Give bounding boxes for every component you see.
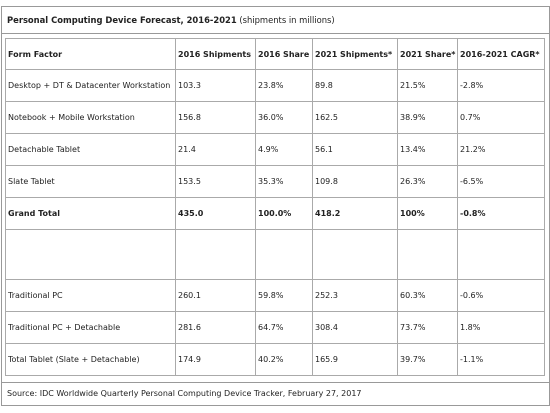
cell: 435.0 <box>175 197 256 230</box>
header-cagr: 2016-2021 CAGR* <box>457 38 545 70</box>
cell: 64.7% <box>255 311 313 344</box>
cell: 100.0% <box>255 197 313 230</box>
cell: Desktop + DT & Datacenter Workstation <box>5 69 176 102</box>
cell <box>397 229 458 280</box>
table-row: Slate Tablet 153.5 35.3% 109.8 26.3% -6.… <box>5 165 545 198</box>
cell: 21.4 <box>175 133 256 166</box>
header-row: Form Factor 2016 Shipments 2016 Share 20… <box>5 38 545 70</box>
forecast-table-container: Personal Computing Device Forecast, 2016… <box>1 6 550 406</box>
cell: 21.5% <box>397 69 458 102</box>
cell: 23.8% <box>255 69 313 102</box>
table-title-suffix: (shipments in millions) <box>236 15 335 25</box>
cell: 308.4 <box>312 311 398 344</box>
table-row: Total Tablet (Slate + Detachable) 174.9 … <box>5 343 545 376</box>
cell: 40.2% <box>255 343 313 376</box>
cell: 0.7% <box>457 101 545 134</box>
header-2021-shipments: 2021 Shipments* <box>312 38 398 70</box>
cell: 39.7% <box>397 343 458 376</box>
cell: 109.8 <box>312 165 398 198</box>
grand-total-row: Grand Total 435.0 100.0% 418.2 100% -0.8… <box>5 197 545 230</box>
cell: 174.9 <box>175 343 256 376</box>
cell: 35.3% <box>255 165 313 198</box>
cell: Slate Tablet <box>5 165 176 198</box>
cell: 162.5 <box>312 101 398 134</box>
cell: 60.3% <box>397 279 458 312</box>
cell: Notebook + Mobile Workstation <box>5 101 176 134</box>
cell: 89.8 <box>312 69 398 102</box>
cell: 100% <box>397 197 458 230</box>
cell: 56.1 <box>312 133 398 166</box>
header-form-factor: Form Factor <box>5 38 176 70</box>
cell: 153.5 <box>175 165 256 198</box>
cell: 418.2 <box>312 197 398 230</box>
table-row: Desktop + DT & Datacenter Workstation 10… <box>5 69 545 102</box>
cell: 165.9 <box>312 343 398 376</box>
cell: -6.5% <box>457 165 545 198</box>
source-note: Source: IDC Worldwide Quarterly Personal… <box>2 382 549 405</box>
table-row: Traditional PC + Detachable 281.6 64.7% … <box>5 311 545 344</box>
cell: Grand Total <box>5 197 176 230</box>
cell <box>312 229 398 280</box>
cell: 260.1 <box>175 279 256 312</box>
cell: 38.9% <box>397 101 458 134</box>
cell: 21.2% <box>457 133 545 166</box>
table-row: Notebook + Mobile Workstation 156.8 36.0… <box>5 101 545 134</box>
cell: -0.6% <box>457 279 545 312</box>
cell: 73.7% <box>397 311 458 344</box>
cell <box>5 229 176 280</box>
cell: Traditional PC + Detachable <box>5 311 176 344</box>
forecast-table: Form Factor 2016 Shipments 2016 Share 20… <box>5 38 545 376</box>
cell: -2.8% <box>457 69 545 102</box>
cell: 36.0% <box>255 101 313 134</box>
cell: Detachable Tablet <box>5 133 176 166</box>
table-row: Traditional PC 260.1 59.8% 252.3 60.3% -… <box>5 279 545 312</box>
table-row: Detachable Tablet 21.4 4.9% 56.1 13.4% 2… <box>5 133 545 166</box>
cell: -0.8% <box>457 197 545 230</box>
cell: Traditional PC <box>5 279 176 312</box>
header-2021-share: 2021 Share* <box>397 38 458 70</box>
cell: 59.8% <box>255 279 313 312</box>
cell <box>457 229 545 280</box>
cell: Total Tablet (Slate + Detachable) <box>5 343 176 376</box>
cell: -1.1% <box>457 343 545 376</box>
cell: 103.3 <box>175 69 256 102</box>
cell: 4.9% <box>255 133 313 166</box>
cell: 252.3 <box>312 279 398 312</box>
cell: 26.3% <box>397 165 458 198</box>
cell <box>175 229 256 280</box>
cell: 156.8 <box>175 101 256 134</box>
table-title: Personal Computing Device Forecast, 2016… <box>2 7 549 34</box>
cell <box>255 229 313 280</box>
cell: 13.4% <box>397 133 458 166</box>
header-2016-shipments: 2016 Shipments <box>175 38 256 70</box>
blank-row <box>5 229 545 280</box>
header-2016-share: 2016 Share <box>255 38 313 70</box>
cell: 281.6 <box>175 311 256 344</box>
cell: 1.8% <box>457 311 545 344</box>
table-title-main: Personal Computing Device Forecast, 2016… <box>7 15 237 25</box>
